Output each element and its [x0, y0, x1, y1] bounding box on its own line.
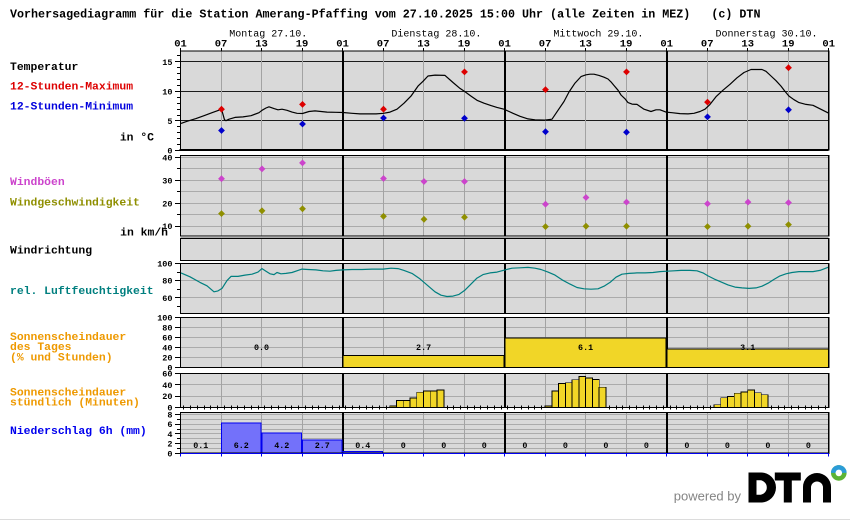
svg-text:Donnerstag 30.10.: Donnerstag 30.10.: [716, 30, 818, 41]
svg-text:01: 01: [336, 39, 349, 51]
svg-text:0: 0: [167, 147, 172, 157]
svg-text:0: 0: [806, 441, 811, 451]
svg-text:powered by: powered by: [674, 489, 742, 504]
svg-text:(% und Stunden): (% und Stunden): [10, 352, 113, 364]
svg-text:Windböen: Windböen: [10, 177, 65, 189]
svg-text:01: 01: [822, 39, 835, 51]
svg-text:8: 8: [167, 411, 172, 421]
svg-text:13: 13: [741, 39, 754, 51]
svg-text:Windgeschwindigkeit: Windgeschwindigkeit: [10, 198, 140, 210]
svg-text:19: 19: [782, 39, 795, 51]
svg-text:des Tages: des Tages: [10, 342, 72, 354]
svg-text:10: 10: [162, 222, 172, 232]
svg-text:0: 0: [725, 441, 730, 451]
svg-text:15: 15: [162, 58, 172, 68]
svg-text:10: 10: [162, 87, 172, 97]
svg-text:4.2: 4.2: [274, 441, 289, 451]
svg-text:Windrichtung: Windrichtung: [10, 246, 92, 258]
svg-text:4: 4: [167, 430, 172, 440]
svg-text:0: 0: [401, 441, 406, 451]
svg-text:12-Stunden-Minimum: 12-Stunden-Minimum: [10, 102, 133, 114]
svg-text:0.4: 0.4: [355, 441, 370, 451]
svg-text:07: 07: [377, 39, 390, 51]
svg-text:19: 19: [296, 39, 309, 51]
svg-text:80: 80: [162, 277, 172, 287]
svg-text:Mittwoch 29.10.: Mittwoch 29.10.: [553, 29, 643, 41]
svg-text:6.2: 6.2: [234, 441, 249, 451]
svg-text:2.7: 2.7: [315, 441, 330, 451]
svg-text:20: 20: [162, 354, 172, 364]
svg-text:13: 13: [579, 39, 592, 51]
svg-text:0: 0: [644, 441, 649, 451]
svg-text:40: 40: [162, 153, 172, 163]
svg-text:12-Stunden-Maximum: 12-Stunden-Maximum: [10, 81, 133, 93]
svg-text:6: 6: [167, 420, 172, 430]
svg-text:01: 01: [660, 39, 673, 51]
svg-text:60: 60: [162, 334, 172, 344]
svg-text:0: 0: [167, 404, 172, 414]
svg-text:0: 0: [603, 441, 608, 451]
svg-text:100: 100: [157, 314, 172, 324]
svg-text:stündlich (Minuten): stündlich (Minuten): [10, 398, 140, 410]
svg-text:Temperatur: Temperatur: [10, 62, 79, 74]
svg-text:0: 0: [167, 364, 172, 374]
svg-text:0: 0: [522, 441, 527, 451]
svg-text:0: 0: [441, 441, 446, 451]
svg-text:5: 5: [167, 117, 172, 127]
svg-text:40: 40: [162, 344, 172, 354]
svg-text:0.1: 0.1: [193, 441, 208, 451]
svg-text:80: 80: [162, 324, 172, 334]
svg-text:07: 07: [701, 39, 714, 51]
svg-text:0: 0: [482, 441, 487, 451]
svg-text:0: 0: [563, 441, 568, 451]
svg-text:0: 0: [684, 441, 689, 451]
svg-text:in km/h: in km/h: [120, 228, 168, 240]
svg-text:07: 07: [539, 39, 552, 51]
svg-text:40: 40: [162, 381, 172, 391]
svg-text:Sonnenscheindauer: Sonnenscheindauer: [10, 332, 126, 344]
svg-text:3.1: 3.1: [740, 343, 755, 353]
svg-text:30: 30: [162, 176, 172, 186]
svg-text:20: 20: [162, 199, 172, 209]
svg-text:6.1: 6.1: [578, 343, 593, 353]
svg-text:Niederschlag 6h (mm): Niederschlag 6h (mm): [10, 426, 147, 438]
svg-text:13: 13: [417, 39, 430, 51]
svg-text:0: 0: [765, 441, 770, 451]
svg-text:07: 07: [215, 39, 228, 51]
svg-text:60: 60: [162, 294, 172, 304]
svg-text:Montag 27.10.: Montag 27.10.: [229, 30, 307, 41]
svg-text:rel. Luftfeuchtigkeit: rel. Luftfeuchtigkeit: [10, 286, 154, 298]
svg-text:60: 60: [162, 369, 172, 379]
svg-text:0.0: 0.0: [254, 343, 269, 353]
svg-text:19: 19: [458, 39, 471, 51]
svg-text:2: 2: [167, 440, 172, 450]
svg-text:20: 20: [162, 392, 172, 402]
svg-text:Dienstag 28.10.: Dienstag 28.10.: [391, 29, 481, 41]
svg-text:13: 13: [255, 39, 268, 51]
svg-text:0: 0: [167, 449, 172, 459]
svg-text:19: 19: [620, 39, 633, 51]
svg-text:Vorhersagediagramm für die Sta: Vorhersagediagramm für die Station Amera…: [10, 8, 760, 22]
svg-text:01: 01: [174, 39, 187, 51]
svg-text:in °C: in °C: [120, 132, 154, 144]
svg-text:01: 01: [498, 39, 511, 51]
svg-text:Sonnenscheindauer: Sonnenscheindauer: [10, 387, 126, 399]
svg-text:100: 100: [157, 260, 172, 270]
svg-text:2.7: 2.7: [416, 343, 431, 353]
